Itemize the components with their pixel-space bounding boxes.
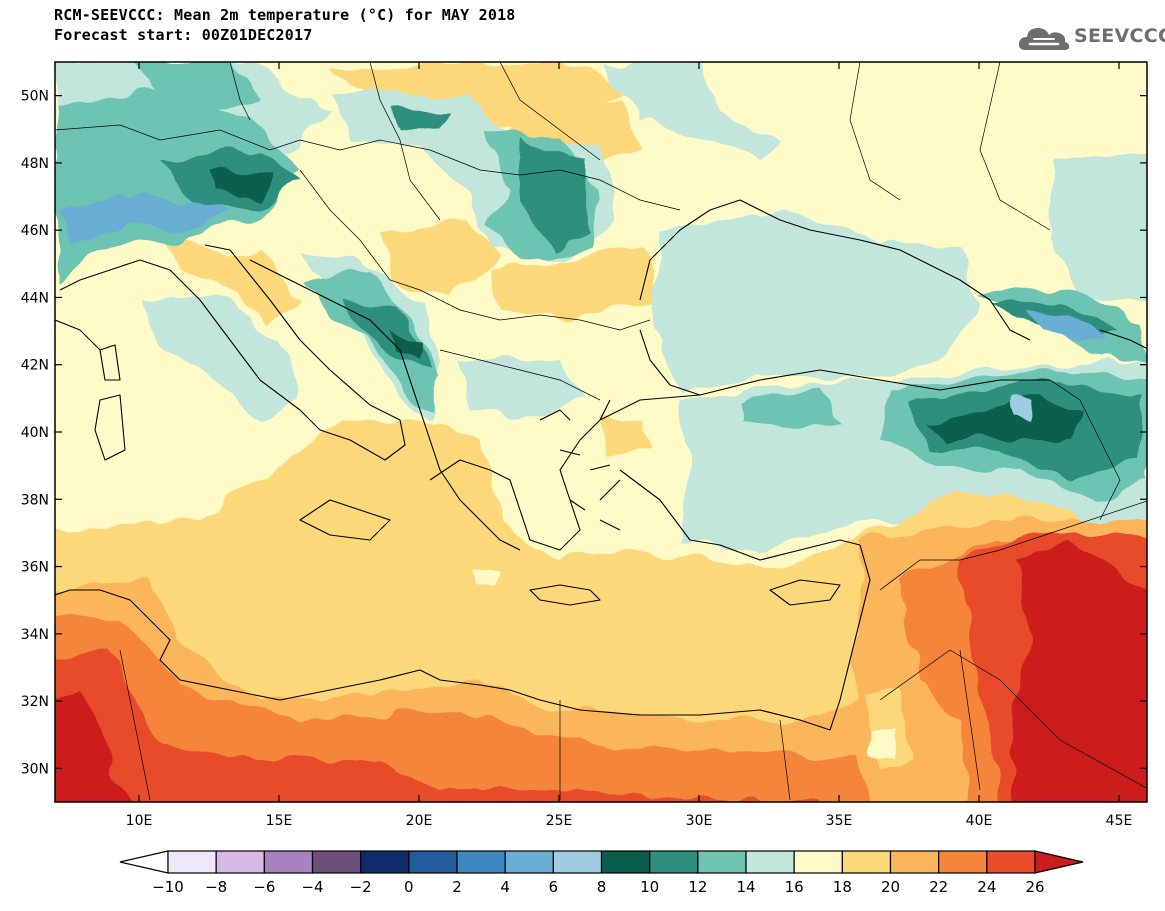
colorbar-swatch: [841, 850, 892, 874]
coastlines: [55, 199, 1147, 731]
colorbar-swatch: [600, 850, 651, 874]
lat-tick-label: 42N: [21, 358, 49, 374]
lon-tick-label: 35E: [826, 813, 853, 829]
lat-tick-label: 38N: [21, 492, 49, 508]
latitude-axis: 30N 32N 34N 36N 38N 40N 42N 44N 46N 48N 50N: [21, 89, 1147, 777]
lon-tick-label: 20E: [406, 813, 433, 829]
country-borders: [55, 62, 1147, 801]
colorbar-label: 14: [736, 878, 755, 896]
colorbar-swatch: [263, 850, 314, 874]
lat-tick-label: 48N: [21, 156, 49, 172]
cloud-logo-icon: [1018, 28, 1070, 50]
colorbar-label: −4: [301, 878, 323, 896]
lon-tick-label: 40E: [966, 813, 993, 829]
temperature-colorbar: −10 −8 −6 −4 −2 0 2 4 6 8 10 12 14 16 18 20 22 24 26: [119, 850, 1084, 896]
map-title: RCM-SEEVCCC: Mean 2m temperature (°C) fo…: [54, 6, 516, 24]
colorbar-swatch: [360, 850, 410, 874]
colorbar-label: 24: [977, 878, 996, 896]
lon-tick-label: 10E: [126, 813, 153, 829]
logo-text: SEEVCCC: [1074, 25, 1165, 47]
colorbar-label: 20: [881, 878, 900, 896]
lat-tick-label: 30N: [21, 761, 49, 777]
colorbar-label: −8: [205, 878, 227, 896]
colorbar-swatch: [745, 850, 795, 874]
lat-tick-label: 34N: [21, 627, 49, 643]
colorbar-label: 22: [929, 878, 948, 896]
colorbar-label: −2: [350, 878, 372, 896]
colorbar-label: −10: [152, 878, 184, 896]
lon-tick-label: 25E: [546, 813, 573, 829]
colorbar-label: −6: [253, 878, 275, 896]
colorbar-swatch: [167, 850, 217, 874]
colorbar-label: 0: [404, 878, 414, 896]
lat-tick-label: 44N: [21, 290, 49, 306]
lon-tick-label: 45E: [1106, 813, 1133, 829]
colorbar-label: 4: [500, 878, 510, 896]
colorbar-label: 26: [1025, 878, 1044, 896]
colorbar-label: 18: [833, 878, 852, 896]
seevccc-logo: SEEVCCC: [1016, 20, 1165, 60]
colorbar-label: 16: [785, 878, 804, 896]
lat-tick-label: 40N: [21, 425, 49, 441]
lat-tick-label: 36N: [21, 560, 49, 576]
colorbar-swatch: [986, 850, 1036, 874]
colorbar-swatch: [649, 850, 699, 874]
lon-tick-label: 30E: [686, 813, 713, 829]
lat-tick-label: 32N: [21, 694, 49, 710]
lat-tick-label: 50N: [21, 89, 49, 105]
colorbar-swatch: [793, 850, 843, 874]
colorbar-max-arrow: [1034, 850, 1084, 874]
colorbar-swatch: [552, 850, 603, 874]
colorbar-swatch: [697, 850, 747, 874]
colorbar-label: 6: [549, 878, 559, 896]
colorbar-label: 2: [452, 878, 462, 896]
colorbar-label: 10: [640, 878, 659, 896]
colorbar-label: 8: [597, 878, 607, 896]
colorbar-swatch: [456, 850, 506, 874]
colorbar-label: 12: [688, 878, 707, 896]
colorbar-swatch: [215, 850, 265, 874]
longitude-axis: 10E 15E 20E 25E 30E 35E 40E 45E: [126, 62, 1133, 829]
forecast-start-label: Forecast start: 00Z01DEC2017: [54, 26, 313, 44]
colorbar-min-arrow: [119, 850, 169, 874]
colorbar-swatch: [889, 850, 940, 874]
colorbar-swatch: [504, 850, 554, 874]
lat-tick-label: 46N: [21, 223, 49, 239]
colorbar-swatch: [938, 850, 988, 874]
colorbar-swatch: [408, 850, 458, 874]
lon-tick-label: 15E: [266, 813, 293, 829]
temperature-field: [55, 62, 1147, 802]
colorbar-swatch: [311, 850, 362, 874]
